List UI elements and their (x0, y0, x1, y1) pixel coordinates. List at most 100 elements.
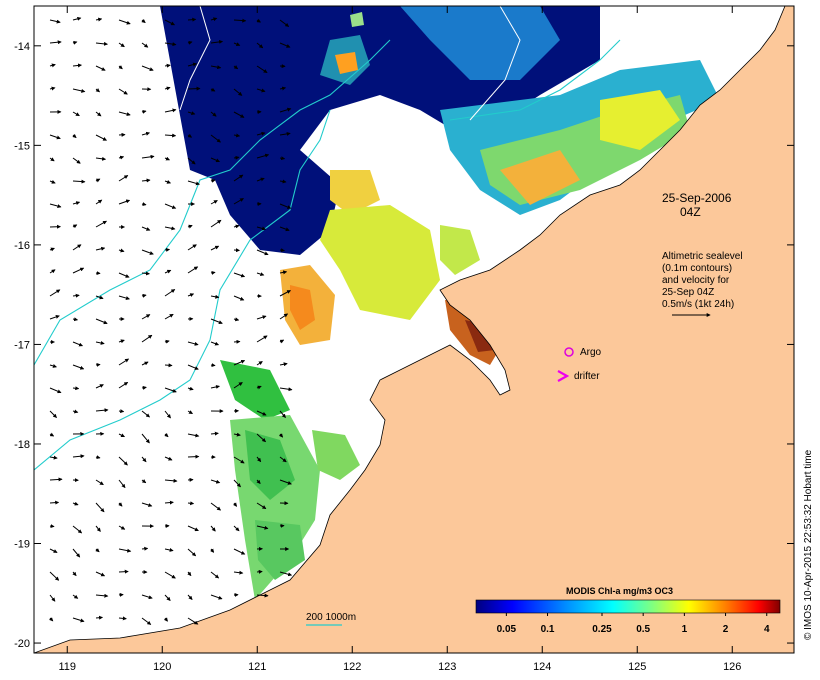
velocity-arrow (164, 478, 178, 483)
velocity-arrow (72, 341, 84, 347)
velocity-arrow (210, 385, 220, 389)
velocity-arrow (49, 247, 55, 252)
velocity-arrow (210, 65, 222, 70)
velocity-arrow (279, 387, 293, 392)
velocity-arrow (210, 245, 220, 251)
velocity-arrow (95, 246, 106, 251)
velocity-arrow (95, 593, 109, 598)
velocity-arrow (49, 500, 60, 505)
velocity-arrow (141, 178, 151, 183)
velocity-arrow (72, 224, 78, 229)
velocity-arrow (210, 571, 220, 579)
velocity-arrow (187, 386, 194, 391)
velocity-arrow (256, 569, 263, 574)
velocity-arrow (95, 134, 107, 141)
velocity-arrow (72, 133, 77, 139)
velocity-arrow (187, 133, 193, 138)
lon-tick-label: 125 (628, 661, 646, 673)
velocity-arrow (187, 293, 195, 297)
velocity-arrow (210, 134, 221, 143)
velocity-arrow (187, 224, 193, 229)
velocity-arrow (118, 502, 123, 507)
velocity-arrow (49, 364, 57, 368)
velocity-arrow (187, 17, 197, 22)
velocity-arrow (95, 571, 106, 577)
velocity-arrow (187, 180, 200, 186)
velocity-arrow (72, 501, 79, 506)
velocity-arrow (72, 548, 81, 558)
velocity-arrow (49, 86, 56, 91)
velocity-arrow (118, 525, 126, 530)
velocity-arrow (233, 339, 241, 344)
velocity-arrow (72, 88, 86, 93)
velocity-arrow (118, 456, 128, 466)
velocity-arrow (141, 131, 151, 136)
velocity-arrow (256, 65, 268, 74)
velocity-arrow (187, 86, 201, 91)
lat-tick-label: -16 (14, 240, 30, 252)
velocity-arrow (95, 362, 101, 367)
velocity-arrow (95, 548, 100, 553)
velocity-arrow (72, 16, 82, 21)
velocity-arrow (233, 456, 245, 464)
argo-label: Argo (580, 347, 602, 358)
velocity-arrow (210, 178, 216, 183)
velocity-arrow (233, 548, 246, 555)
velocity-arrow (72, 244, 82, 251)
velocity-arrow (187, 594, 193, 600)
velocity-arrow (72, 201, 81, 206)
velocity-arrow (95, 41, 108, 46)
velocity-arrow (95, 65, 106, 71)
velocity-arrow (141, 18, 146, 24)
colorbar-tick-label: 1 (682, 624, 688, 635)
velocity-arrow (118, 248, 125, 253)
velocity-arrow (118, 19, 131, 25)
lat-tick-label: -14 (14, 41, 30, 53)
velocity-arrow (164, 19, 175, 26)
colorbar-tick-label: 0.25 (592, 624, 612, 635)
velocity-arrow (210, 431, 219, 436)
velocity-arrow (233, 174, 244, 182)
velocity-arrow (118, 272, 130, 278)
sealevel-contours (179, 6, 521, 121)
velocity-arrow (118, 381, 129, 389)
velocity-arrow (141, 594, 153, 600)
velocity-arrow (256, 153, 270, 159)
velocity-arrow (279, 19, 290, 27)
velocity-arrow (49, 432, 55, 437)
lon-tick-label: 126 (723, 661, 741, 673)
velocity-arrow (210, 502, 222, 511)
velocity-arrow (118, 479, 126, 489)
velocity-arrow (164, 547, 174, 552)
credit-text: © IMOS 10-Apr-2015 22:53:32 Hobart time (803, 449, 814, 640)
velocity-arrow (72, 364, 85, 370)
velocity-arrow (95, 17, 103, 22)
altimetry-note-line: 0.5m/s (1kt 24h) (662, 299, 734, 310)
velocity-arrow (187, 571, 192, 577)
velocity-arrow (279, 86, 287, 91)
velocity-arrow (279, 410, 286, 419)
altimetry-note-line: 25-Sep 04Z (662, 287, 714, 298)
velocity-arrow (72, 617, 85, 623)
velocity-arrow (164, 203, 177, 209)
velocity-arrow (256, 272, 265, 277)
velocity-arrow (164, 313, 174, 320)
velocity-arrow (95, 502, 105, 513)
velocity-arrow (95, 178, 101, 183)
velocity-arrow (95, 384, 104, 389)
velocity-arrow (72, 40, 78, 45)
velocity-arrow (95, 455, 101, 460)
velocity-arrow (141, 42, 149, 48)
velocity-arrow (210, 111, 217, 117)
velocity-arrow (118, 616, 127, 621)
velocity-arrow (233, 272, 246, 278)
lat-tick-label: -20 (14, 638, 30, 650)
velocity-arrow (164, 269, 172, 274)
velocity-arrow (72, 525, 83, 534)
velocity-arrow (233, 359, 246, 366)
velocity-arrow (95, 479, 104, 486)
velocity-arrow (233, 65, 239, 70)
velocity-arrow (279, 456, 287, 463)
velocity-arrow (72, 63, 82, 68)
velocity-arrow (164, 63, 171, 68)
